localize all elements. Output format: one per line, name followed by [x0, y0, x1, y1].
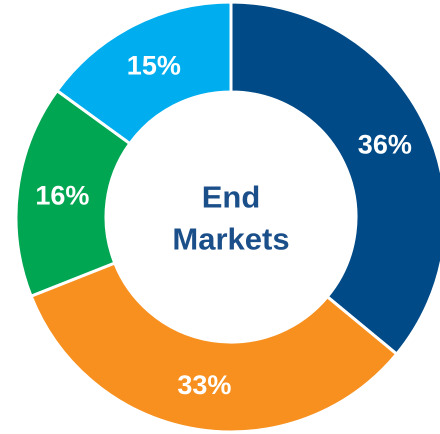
center-label-line-2: Markets: [172, 222, 289, 257]
slice-label-1: 33%: [177, 370, 231, 400]
donut-slices: [14, 0, 440, 434]
donut-slice-labels: 36% 33% 16% 15%: [35, 51, 412, 400]
slice-label-0: 36%: [358, 130, 412, 160]
donut-slice-0: [229, 0, 440, 357]
slice-label-3: 15%: [127, 51, 181, 81]
donut-slice-1: [29, 261, 399, 434]
donut-slice-3: [54, 0, 233, 146]
center-label-line-1: End: [202, 180, 261, 215]
slice-label-2: 16%: [35, 181, 89, 211]
